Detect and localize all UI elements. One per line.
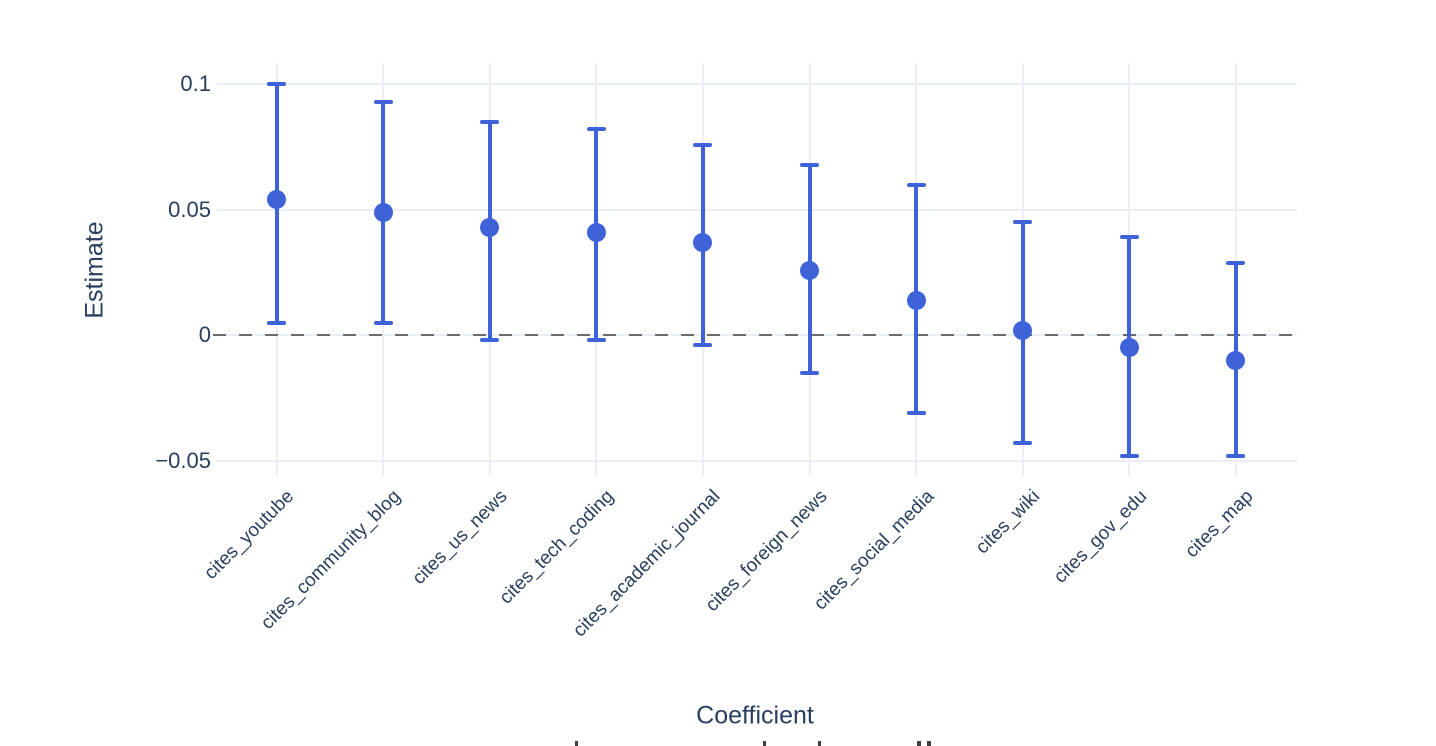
estimate-point	[693, 232, 713, 252]
error-bar-cap	[800, 162, 819, 167]
error-bar-cap	[1013, 220, 1033, 225]
estimate-point	[906, 290, 926, 310]
estimate-point	[267, 190, 286, 210]
error-bar-cap	[1226, 260, 1246, 265]
error-bar-cap	[267, 320, 286, 325]
y-tick-label: 0.05	[168, 196, 211, 222]
y-tick-label: −0.05	[155, 447, 211, 473]
estimate-point	[1226, 350, 1246, 370]
error-bar-cap	[906, 411, 926, 416]
error-bar-cap	[693, 343, 713, 348]
y-axis-title: Estimate	[80, 221, 109, 319]
clipped-caption-mark	[927, 741, 931, 746]
estimate-point	[373, 202, 393, 222]
error-bar-cap	[586, 338, 606, 343]
estimate-point	[480, 217, 500, 237]
estimate-point	[586, 222, 606, 242]
x-tick-label: cites_youtube	[200, 486, 299, 584]
x-tick-label: cites_map	[1181, 486, 1258, 563]
horizontal-gridline	[217, 459, 1297, 462]
x-tick-label: cites_gov_edu	[1049, 486, 1152, 588]
x-tick-label: cites_tech_coding	[495, 486, 619, 609]
clipped-caption-mark	[917, 741, 921, 746]
error-bar-cap	[480, 119, 500, 124]
clipped-caption-mark	[818, 741, 821, 746]
error-bar-cap	[480, 338, 500, 343]
estimate-point	[1013, 320, 1033, 340]
horizontal-gridline	[217, 83, 1297, 86]
clipped-caption-mark	[575, 741, 578, 746]
zero-reference-line	[213, 334, 1297, 337]
x-tick-label: cites_social_media	[809, 486, 938, 615]
error-bar-cap	[373, 99, 393, 104]
error-bar-cap	[693, 142, 713, 147]
error-bar-cap	[800, 370, 819, 375]
y-tick-label: 0	[198, 322, 211, 348]
x-axis-title: Coefficient	[696, 701, 814, 730]
error-bar-cap	[1119, 235, 1139, 240]
error-bar-cap	[906, 182, 926, 187]
horizontal-gridline	[217, 208, 1297, 211]
x-tick-label: cites_wiki	[972, 486, 1045, 559]
estimate-point	[800, 260, 819, 280]
error-bar-cap	[586, 127, 606, 132]
error-bar-cap	[1119, 453, 1139, 458]
clipped-caption-mark	[763, 741, 766, 746]
error-bar-cap	[373, 320, 393, 325]
error-bar-cap	[267, 82, 286, 87]
estimate-point	[1119, 338, 1139, 358]
error-bar-cap	[1226, 453, 1246, 458]
y-tick-label: 0.1	[180, 71, 211, 97]
x-tick-label: cites_us_news	[408, 486, 512, 589]
error-bar-cap	[1013, 441, 1033, 446]
